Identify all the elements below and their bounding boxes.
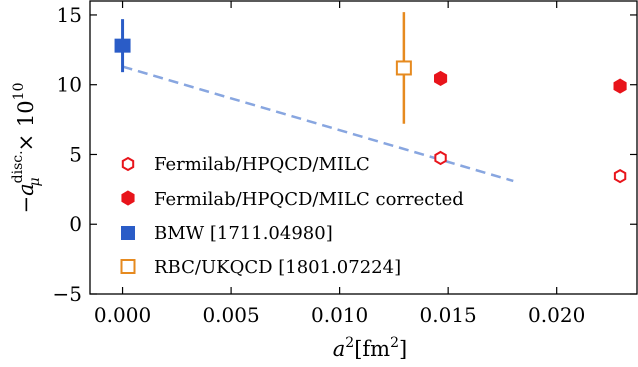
x-tick-label: 0.015: [420, 303, 477, 327]
y-tick-label: 5: [69, 142, 82, 166]
legend-marker-filled-hexagon: [122, 191, 134, 205]
legend-marker-filled-square: [121, 226, 135, 240]
y-tick-label: 0: [69, 212, 82, 236]
data-point-filled-hexagon: [435, 71, 447, 85]
data-point-open-hexagon: [615, 170, 625, 182]
legend-label-bmw: BMW [1711.04980]: [154, 223, 333, 244]
legend-label-rbc: RBC/UKQCD [1801.07224]: [154, 257, 401, 278]
legend-marker-open-hexagon: [123, 158, 133, 170]
legend: Fermilab/HPQCD/MILC Fermilab/HPQCD/MILC …: [121, 154, 464, 278]
x-axis-title: a2[fm2]: [333, 335, 407, 361]
data-point-filled-hexagon: [614, 79, 626, 93]
plot-frame: [90, 1, 637, 294]
legend-item-fermilab: Fermilab/HPQCD/MILC: [123, 154, 370, 175]
x-tick-label: 0.020: [528, 303, 585, 327]
legend-item-rbc: RBC/UKQCD [1801.07224]: [122, 257, 402, 278]
data-point-open-hexagon: [435, 152, 445, 164]
y-tick-label: 10: [57, 73, 82, 97]
data-point-open-square: [397, 61, 411, 74]
legend-item-fermilab-corrected: Fermilab/HPQCD/MILC corrected: [122, 189, 464, 210]
y-tick-label: 15: [57, 3, 82, 27]
legend-label-fermilab: Fermilab/HPQCD/MILC: [154, 154, 370, 175]
legend-marker-open-square: [122, 260, 135, 273]
y-axis-title: −adisc.μ× 1010: [10, 83, 43, 214]
y-tick-label: −5: [53, 282, 82, 306]
data-point-filled-square: [115, 39, 131, 53]
x-tick-label: 0.000: [94, 303, 151, 327]
legend-item-bmw: BMW [1711.04980]: [121, 223, 333, 244]
x-tick-label: 0.010: [311, 303, 368, 327]
x-tick-label: 0.005: [202, 303, 259, 327]
legend-label-fermilab-corrected: Fermilab/HPQCD/MILC corrected: [154, 189, 464, 210]
